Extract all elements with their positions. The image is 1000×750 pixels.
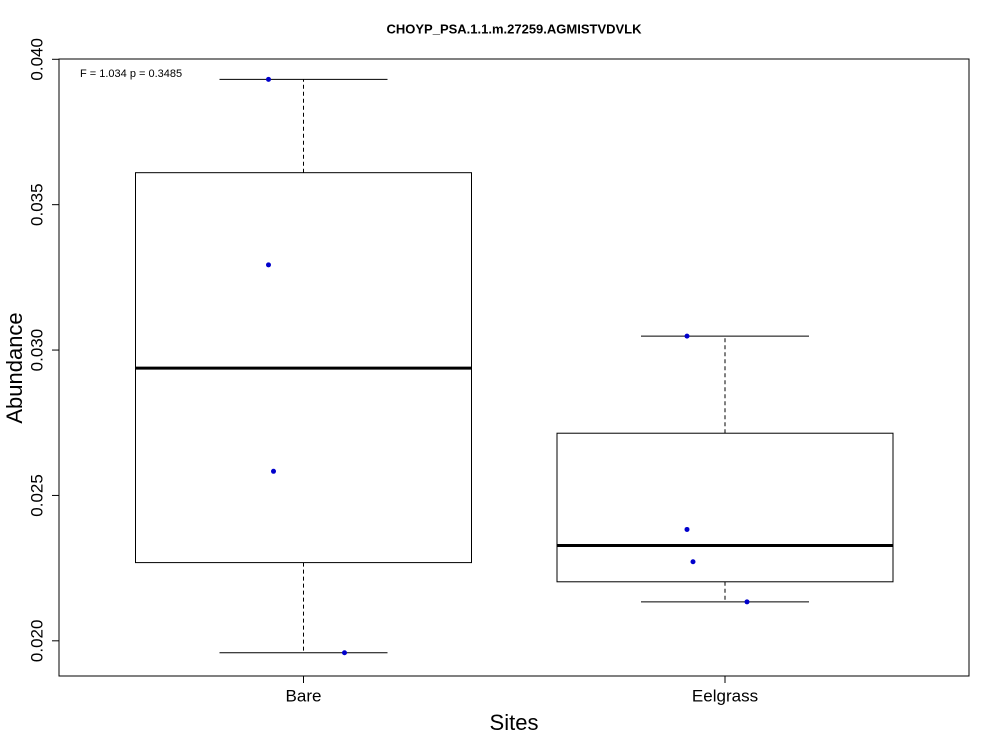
y-tick-label: 0.035 <box>27 183 46 226</box>
data-point <box>684 526 690 532</box>
data-point <box>266 262 271 268</box>
data-point <box>271 468 276 474</box>
data-point <box>266 76 271 82</box>
y-tick-label: 0.025 <box>27 474 46 517</box>
box <box>556 432 894 583</box>
annotation: F = 1.034 p = 0.3485 <box>80 68 182 80</box>
plot-frame <box>58 58 970 677</box>
data-point <box>684 333 690 339</box>
chart-title: CHOYP_PSA.1.1.m.27259.AGMISTVDVLK <box>386 21 642 36</box>
data-point <box>342 650 347 656</box>
data-point <box>690 559 696 565</box>
y-axis-label: Abundance <box>2 312 27 423</box>
x-tick-label: Bare <box>286 686 322 705</box>
y-tick-label: 0.040 <box>27 38 46 81</box>
data-point <box>744 599 750 605</box>
y-tick-label: 0.020 <box>27 620 46 663</box>
x-tick-label: Eelgrass <box>692 686 758 705</box>
y-tick-label: 0.030 <box>27 329 46 372</box>
x-axis-label: Sites <box>490 710 539 735</box>
